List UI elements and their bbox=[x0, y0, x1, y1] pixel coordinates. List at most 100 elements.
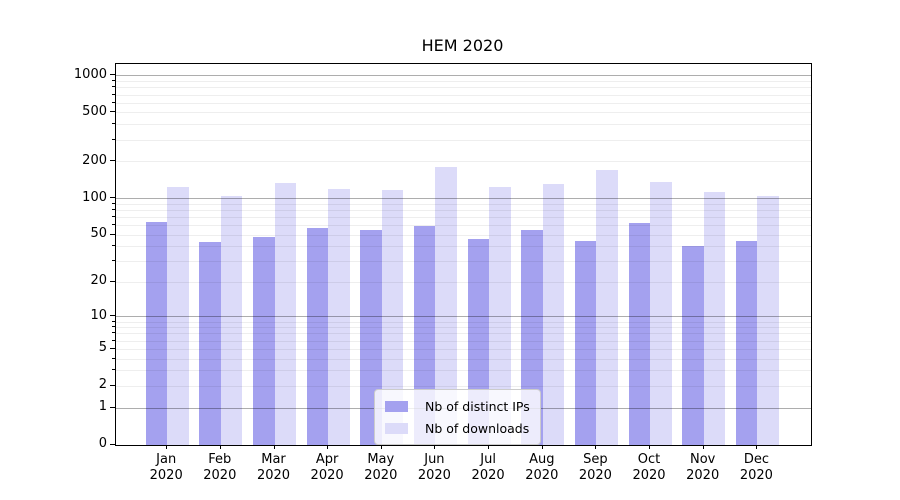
x-tick-sep bbox=[595, 445, 597, 449]
gridline-60 bbox=[116, 224, 811, 226]
gridline-7 bbox=[116, 333, 811, 335]
legend-swatch-downloads bbox=[385, 422, 408, 434]
y-tick-label-200: 200 bbox=[82, 152, 107, 168]
gridline-10 bbox=[116, 316, 811, 318]
x-tick-aug bbox=[541, 445, 543, 449]
y-tick-500 bbox=[110, 111, 115, 113]
gridline-90 bbox=[116, 203, 811, 205]
x-tick-label-dec: Dec 2020 bbox=[739, 452, 773, 483]
x-tick-label-jan: Jan 2020 bbox=[149, 452, 183, 483]
gridline-20 bbox=[116, 281, 811, 283]
y-tick-90 bbox=[112, 202, 115, 204]
x-tick-label-nov: Nov 2020 bbox=[686, 452, 720, 483]
y-tick-label-5: 5 bbox=[98, 340, 107, 356]
x-tick-label-jun: Jun 2020 bbox=[417, 452, 451, 483]
y-tick-70 bbox=[112, 215, 115, 217]
bar-downloads-jan bbox=[167, 187, 189, 445]
legend-label-downloads: Nb of downloads bbox=[425, 420, 530, 436]
gridline-50 bbox=[116, 234, 811, 236]
bar-distinct-ips-mar bbox=[253, 236, 275, 445]
gridline-300 bbox=[116, 139, 811, 141]
x-tick-jul bbox=[488, 445, 490, 449]
x-tick-label-mar: Mar 2020 bbox=[256, 452, 291, 483]
bar-downloads-jul bbox=[489, 186, 511, 445]
x-tick-label-sep: Sep 2020 bbox=[578, 452, 612, 483]
bar-downloads-sep bbox=[596, 170, 618, 445]
legend-item-downloads: Nb of downloads bbox=[385, 419, 530, 437]
gridline-1000 bbox=[116, 75, 811, 77]
bar-distinct-ips-oct bbox=[628, 223, 650, 445]
gridline-500 bbox=[116, 112, 811, 114]
legend-swatch-distinct-ips bbox=[385, 400, 408, 412]
y-tick-60 bbox=[112, 223, 115, 225]
legend-item-distinct-ips: Nb of distinct IPs bbox=[385, 397, 530, 415]
gridline-9 bbox=[116, 321, 811, 323]
bar-downloads-apr bbox=[328, 189, 350, 445]
y-tick-300 bbox=[112, 138, 115, 140]
y-tick-label-1000: 1000 bbox=[73, 66, 107, 82]
x-tick-label-apr: Apr 2020 bbox=[310, 452, 344, 483]
y-tick-8 bbox=[112, 326, 115, 328]
y-tick-label-500: 500 bbox=[82, 103, 107, 119]
gridline-40 bbox=[116, 246, 811, 248]
bar-downloads-oct bbox=[650, 182, 672, 445]
x-tick-may bbox=[380, 445, 382, 449]
y-tick-700 bbox=[112, 93, 115, 95]
y-tick-1 bbox=[110, 406, 115, 408]
y-tick-1000 bbox=[110, 74, 115, 76]
x-tick-jan bbox=[166, 445, 168, 449]
y-tick-900 bbox=[112, 80, 115, 82]
gridline-400 bbox=[116, 124, 811, 126]
y-tick-50 bbox=[110, 233, 115, 235]
bar-downloads-nov bbox=[703, 192, 726, 445]
y-tick-6 bbox=[112, 339, 115, 341]
y-tick-0 bbox=[110, 443, 115, 445]
y-tick-label-20: 20 bbox=[90, 273, 107, 289]
gridline-3 bbox=[116, 370, 811, 372]
y-tick-30 bbox=[112, 260, 115, 262]
y-tick-100 bbox=[110, 197, 115, 198]
y-tick-40 bbox=[112, 245, 115, 247]
y-tick-4 bbox=[112, 357, 115, 359]
y-tick-200 bbox=[110, 160, 115, 162]
x-tick-label-feb: Feb 2020 bbox=[203, 452, 237, 483]
y-tick-2 bbox=[110, 384, 115, 386]
gridline-700 bbox=[116, 94, 811, 96]
gridline-600 bbox=[116, 102, 811, 104]
y-tick-9 bbox=[112, 320, 115, 322]
y-tick-3 bbox=[112, 369, 115, 371]
bar-downloads-aug bbox=[542, 184, 565, 445]
y-tick-7 bbox=[112, 332, 115, 334]
bar-downloads-mar bbox=[274, 182, 296, 445]
x-tick-label-jul: Jul 2020 bbox=[471, 452, 505, 483]
legend-label-distinct-ips: Nb of distinct IPs bbox=[425, 398, 530, 414]
y-tick-label-2: 2 bbox=[98, 377, 107, 393]
y-tick-10 bbox=[110, 315, 115, 317]
y-tick-label-10: 10 bbox=[90, 307, 107, 323]
x-tick-apr bbox=[327, 445, 329, 449]
gridline-70 bbox=[116, 216, 811, 218]
y-tick-label-0: 0 bbox=[98, 436, 107, 451]
y-tick-80 bbox=[112, 208, 115, 210]
x-tick-dec bbox=[756, 445, 758, 449]
y-tick-20 bbox=[110, 280, 115, 282]
gridline-100 bbox=[116, 198, 811, 199]
x-tick-label-aug: Aug 2020 bbox=[525, 452, 559, 483]
x-tick-oct bbox=[649, 445, 650, 449]
chart-title: HEM 2020 bbox=[421, 36, 504, 55]
y-tick-label-50: 50 bbox=[90, 226, 107, 241]
bar-downloads-may bbox=[381, 189, 404, 445]
x-tick-mar bbox=[273, 445, 275, 449]
bar-distinct-ips-nov bbox=[682, 246, 704, 445]
x-tick-label-oct: Oct 2020 bbox=[632, 452, 666, 483]
gridline-200 bbox=[116, 161, 811, 163]
bar-downloads-jun bbox=[435, 167, 457, 445]
bar-downloads-dec bbox=[757, 196, 779, 445]
x-tick-label-may: May 2020 bbox=[364, 452, 398, 483]
gridline-6 bbox=[116, 340, 811, 342]
y-tick-400 bbox=[112, 123, 115, 125]
gridline-5 bbox=[116, 348, 811, 350]
gridline-2 bbox=[116, 385, 811, 387]
bar-distinct-ips-feb bbox=[199, 242, 221, 445]
